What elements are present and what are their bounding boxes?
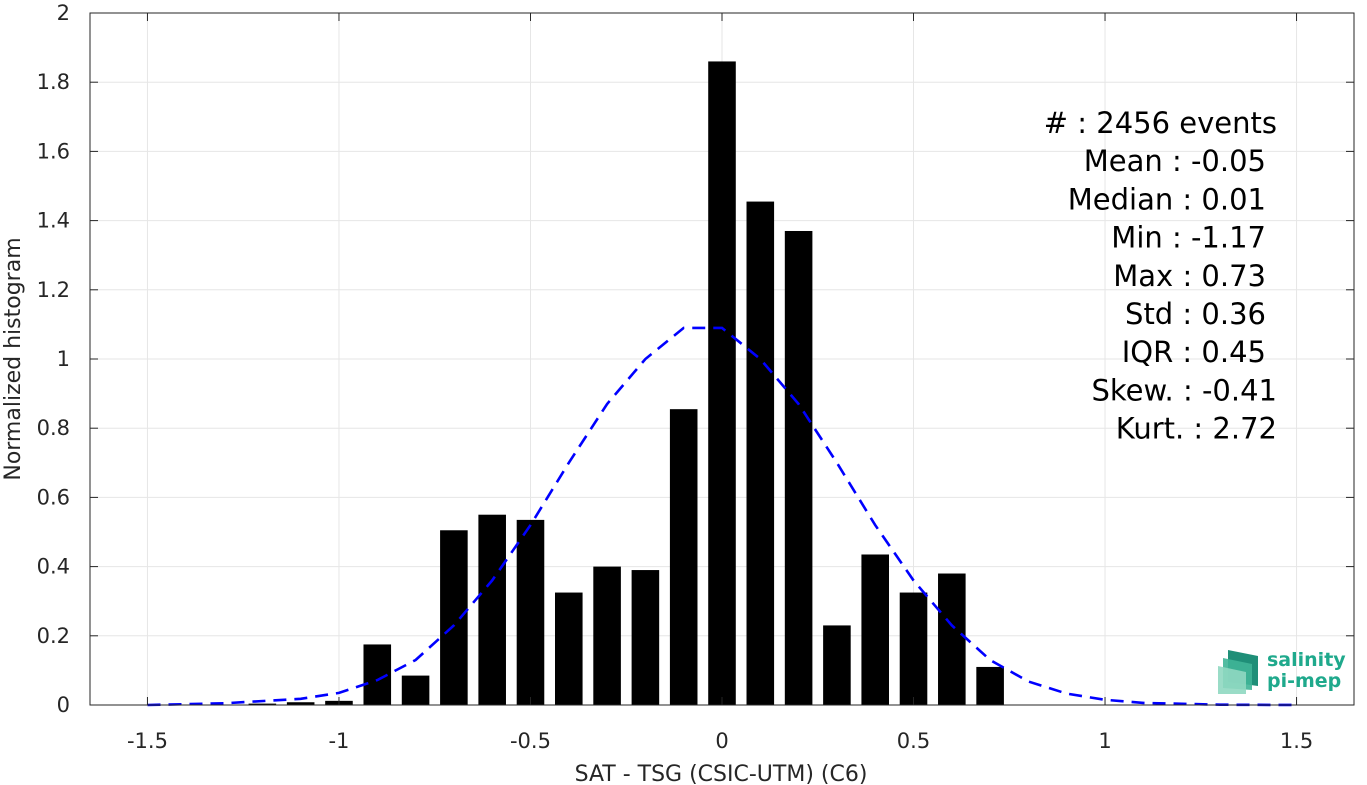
histogram-bar [401,675,430,705]
fit-curve-layer [147,326,1297,707]
stat-line: Median : 0.01 [1068,182,1266,216]
histogram-bar [708,61,736,705]
histogram-bar [784,230,813,706]
histogram-bar [976,666,1004,705]
x-tick-label: -0.5 [510,729,551,753]
x-tick-label: 1.5 [1280,729,1313,753]
y-tick-label: 0.4 [37,555,70,579]
y-tick-label: 0.2 [37,624,70,648]
stat-line: Std : 0.36 [1125,297,1266,331]
bar-series [248,61,1004,706]
histogram-bar [938,573,966,705]
histogram-bar [823,625,851,705]
histogram-bar [593,566,621,705]
stat-line: Min : -1.17 [1111,221,1266,255]
x-tick-label: 0.5 [897,729,930,753]
gaussian-fit-curve [147,326,1297,707]
histogram-bar [554,592,583,705]
stat-line: Mean : -0.05 [1084,144,1266,178]
histogram-bar [746,201,775,705]
histogram-bar [899,592,928,705]
x-tick-label: 1 [1098,729,1111,753]
y-tick-label: 2 [57,1,70,25]
histogram-bar [248,703,277,705]
histogram-bar [861,554,890,705]
y-axis-ticks: 0 0.2 0.4 0.6 0.8 1 1.2 1.4 1.6 1.8 2 [37,1,1354,717]
stat-line: IQR : 0.45 [1122,335,1266,369]
x-axis-ticks: -1.5 -1 -0.5 0 0.5 1 1.5 [127,13,1313,753]
salinity-pimep-logo: salinity pi-mep [1218,649,1346,694]
y-tick-label: 0.6 [37,485,70,509]
stat-line: Max : 0.73 [1113,259,1266,293]
y-tick-label: 1.8 [37,70,70,94]
x-tick-label: 0 [715,729,728,753]
statistics-panel: # : 2456 events Mean : -0.05 Median : 0.01… [1044,106,1277,446]
y-tick-label: 0 [57,693,70,717]
y-tick-label: 1.4 [37,209,70,233]
stat-line: # : 2456 events [1044,106,1277,140]
logo-line1: salinity [1267,649,1346,671]
y-axis-label: Normalized histogram [1,237,26,480]
histogram-bar [440,530,468,705]
histogram-bar [631,570,660,705]
logo-mark-front [1218,666,1246,694]
logo-line2: pi-mep [1267,670,1341,692]
y-tick-label: 1 [57,347,70,371]
histogram-bar [286,702,315,705]
x-tick-label: -1 [328,729,349,753]
stat-line: Kurt. : 2.72 [1116,412,1277,446]
histogram-bar [669,409,698,705]
histogram-bar [478,514,506,705]
y-tick-label: 1.6 [37,139,70,163]
stat-line: Skew. : -0.41 [1091,373,1277,407]
y-tick-label: 1.2 [37,278,70,302]
y-tick-label: 0.8 [37,416,70,440]
x-axis-label: SAT - TSG (CSIC-UTM) (C6) [575,762,868,785]
x-tick-label: -1.5 [127,729,168,753]
histogram-bar [516,519,545,705]
